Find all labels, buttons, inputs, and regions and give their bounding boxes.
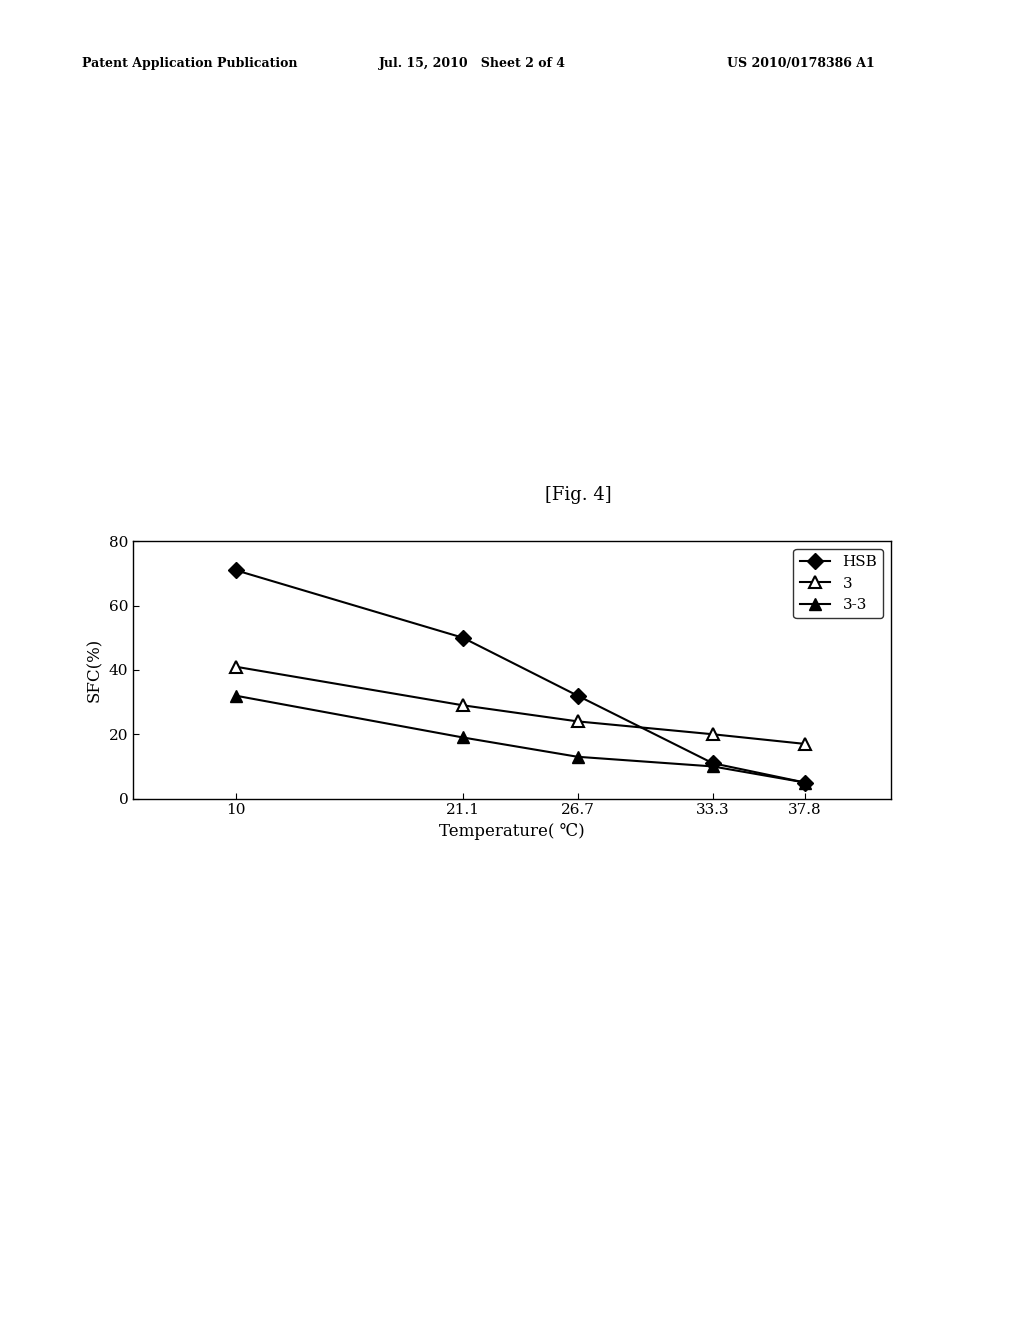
Text: [Fig. 4]: [Fig. 4] [545,486,612,504]
3 [571,713,584,729]
HSB [571,688,584,704]
3 [799,737,811,752]
HSB [799,775,811,791]
Legend: HSB, 3, 3-3: HSB, 3, 3-3 [794,549,884,618]
3-3 [707,759,719,775]
Y-axis label: SFC(%): SFC(%) [86,638,103,702]
3 [707,726,719,742]
3-3 [571,748,584,764]
3 [457,697,469,713]
3-3 [229,688,242,704]
Text: Patent Application Publication: Patent Application Publication [82,57,297,70]
HSB [229,562,242,578]
3 [229,659,242,675]
Text: Jul. 15, 2010   Sheet 2 of 4: Jul. 15, 2010 Sheet 2 of 4 [379,57,566,70]
HSB [707,755,719,771]
Line: HSB: HSB [230,565,810,788]
3-3 [457,730,469,746]
Line: 3-3: 3-3 [229,689,811,789]
Line: 3: 3 [229,660,811,750]
X-axis label: Temperature( ℃): Temperature( ℃) [439,822,585,840]
Text: US 2010/0178386 A1: US 2010/0178386 A1 [727,57,874,70]
HSB [457,630,469,645]
3-3 [799,775,811,791]
